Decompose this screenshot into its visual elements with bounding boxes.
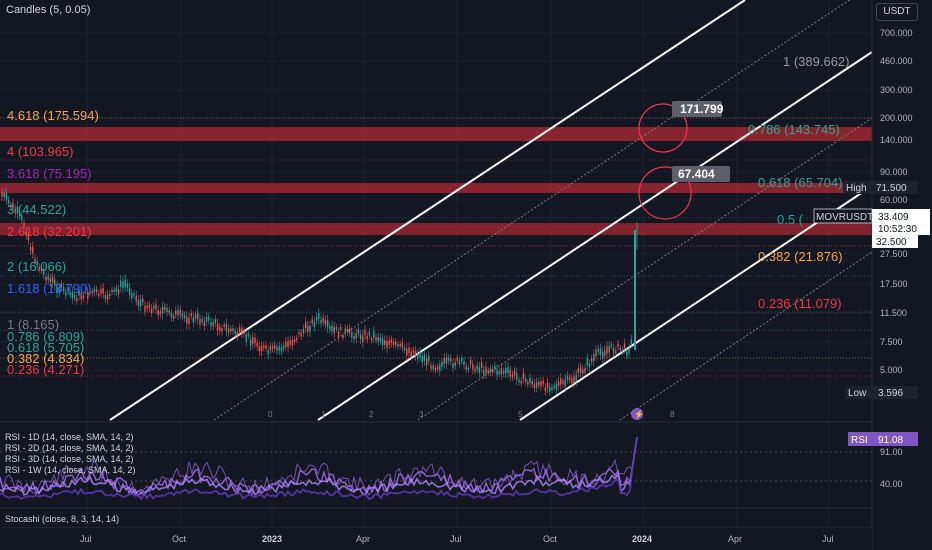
fib-label-right: 0.618 (65.704) <box>758 175 843 190</box>
wave-label: 3 <box>419 410 424 419</box>
price-tick: 700.000 <box>880 28 913 38</box>
rsi-tick: 40.00 <box>880 479 903 489</box>
indicator-legend-stochastic[interactable]: Stocashi (close, 8, 3, 14, 14) <box>5 514 120 524</box>
fib-label-left: 0.786 (6.809) <box>7 329 84 344</box>
rsi-pane <box>0 436 872 501</box>
fib-label-left: 0.618 (5.705) <box>7 340 84 355</box>
wave-label: 1 <box>321 410 326 419</box>
wave-label: 5 <box>518 410 523 419</box>
rsi-tick: 91.00 <box>880 447 903 457</box>
fib-label-right: 0.236 (11.079) <box>758 296 842 311</box>
fib-label-left: 2 (16.066) <box>7 259 66 274</box>
price-tick: 460.000 <box>880 56 913 66</box>
time-axis[interactable]: Jul Oct 2023 Apr Jul Oct 2024 Apr Jul <box>0 528 872 550</box>
low-value: 3.596 <box>878 388 903 399</box>
fib-level-lines <box>0 117 872 377</box>
fib-label-right: 0.382 (21.876) <box>758 249 843 264</box>
channel-quarter-3 <box>619 251 873 421</box>
time-tick: Apr <box>728 534 742 544</box>
price-tick: 90.000 <box>880 167 908 177</box>
callout-upper: 171.799 <box>680 102 724 116</box>
price-callouts: 171.799 67.404 <box>638 101 730 220</box>
time-tick: Oct <box>543 534 558 544</box>
callout-lower: 67.404 <box>678 167 715 181</box>
channel-lower <box>519 185 873 421</box>
time-tick: Apr <box>356 534 370 544</box>
time-tick: 2023 <box>262 534 282 544</box>
band-32 <box>0 223 872 235</box>
time-tick: Oct <box>172 534 187 544</box>
low-label: Low <box>848 388 867 399</box>
channel-middle <box>317 51 873 421</box>
fib-label-left: 3 (44.522) <box>7 202 66 217</box>
wave-label: 8 <box>670 410 675 419</box>
price-tags: High 71.500 MOVRUSDT 33.409 10:52:30 32.… <box>813 181 930 446</box>
price-tick: 200.000 <box>880 113 913 123</box>
callout-circle-lower <box>638 166 692 220</box>
price-tick: 5.000 <box>880 365 903 375</box>
rsi-value: 91.08 <box>878 435 903 446</box>
high-label: High <box>846 183 867 194</box>
symbol-tag: MOVRUSDT <box>816 212 873 223</box>
fib-label-left: 0.236 (4.271) <box>7 362 84 377</box>
price-tick: 17.500 <box>880 279 908 289</box>
wave-label: 2 <box>369 410 374 419</box>
price-tick: 300.000 <box>880 85 913 95</box>
price-tick: 11.500 <box>880 308 907 318</box>
indicator-legend-rsi-1d[interactable]: RSI - 1D (14, close, SMA, 14, 2) <box>5 432 134 442</box>
resistance-bands <box>0 127 872 235</box>
price-tick: 27.500 <box>880 249 908 259</box>
high-value: 71.500 <box>876 183 907 194</box>
callout-box-lower <box>672 166 730 182</box>
fib-label-left: 4.618 (175.594) <box>7 108 99 123</box>
fib-label-left: 0.382 (4.834) <box>7 351 84 366</box>
time-tick: Jul <box>450 534 462 544</box>
fib-labels-left: 4.618 (175.594) 4 (103.965) 3.618 (75.195)… <box>7 108 99 377</box>
channel-quarter-1 <box>213 0 851 421</box>
fib-labels-right: 1 (389.662) 0.786 (143.745) 0.618 (65.704)… <box>748 54 850 311</box>
fib-label-left: 4 (103.965) <box>7 144 74 159</box>
countdown: 10:52:30 <box>878 224 917 235</box>
time-tick: 2024 <box>632 534 652 544</box>
currency-selector[interactable]: USDT <box>876 3 918 21</box>
event-icon[interactable] <box>631 408 643 420</box>
indicator-legend-rsi-3d[interactable]: RSI - 3D (14, close, SMA, 14, 2) <box>5 454 134 464</box>
price-candles <box>1 187 638 396</box>
band-75 <box>0 183 872 193</box>
fib-label-left: 1 (8.165) <box>7 317 59 332</box>
indicator-legend-rsi-1w[interactable]: RSI - 1W (14, close, SMA, 14, 2) <box>5 465 136 475</box>
event-icon-glyph: ⚡ <box>634 409 644 419</box>
fib-label-right: 0.5 ( <box>777 212 804 227</box>
price-tick: 60.000 <box>880 195 908 205</box>
level-tag: 32.500 <box>876 237 907 248</box>
last-price: 33.409 <box>878 212 909 223</box>
fib-label-right: 1 (389.662) <box>783 54 850 69</box>
fib-label-left: 2.618 (32.201) <box>7 224 92 239</box>
callout-box-upper <box>672 101 722 117</box>
channel-quarter-2 <box>417 117 873 421</box>
callout-circle-upper <box>638 103 688 153</box>
fib-label-right: 0.786 (143.745) <box>748 122 840 137</box>
price-tick: 140.000 <box>880 135 913 145</box>
fib-label-left: 1.618 (13.790) <box>7 281 92 296</box>
wave-labels: 0 1 2 3 5 8 <box>268 410 675 419</box>
band-175 <box>0 127 872 141</box>
time-tick: Jul <box>80 534 92 544</box>
indicator-title[interactable]: Candles (5, 0.05) <box>6 4 91 16</box>
wave-label: 0 <box>268 410 273 419</box>
indicator-legend-rsi-2d[interactable]: RSI - 2D (14, close, SMA, 14, 2) <box>5 443 134 453</box>
fib-label-left: 3.618 (75.195) <box>7 166 92 181</box>
price-axis[interactable]: 700.000 460.000 300.000 200.000 140.000 90.00… <box>871 0 932 550</box>
rsi-label: RSI <box>851 435 868 446</box>
channel-upper <box>109 0 746 421</box>
price-tick: 7.500 <box>880 337 903 347</box>
pitchfork-channel <box>109 0 873 421</box>
time-tick: Jul <box>822 534 834 544</box>
